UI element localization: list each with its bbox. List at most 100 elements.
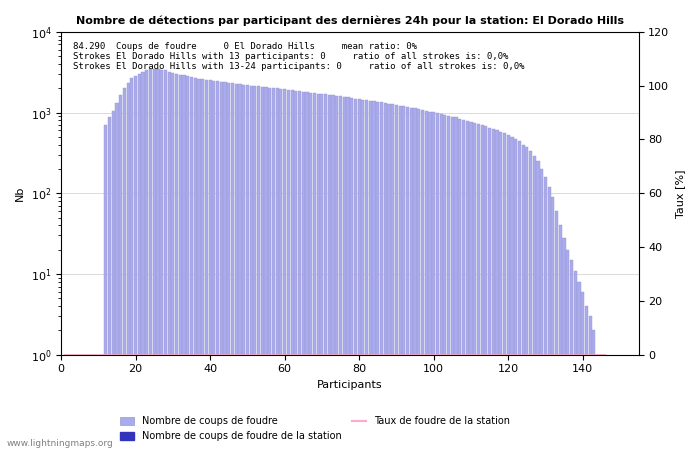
- Bar: [279, 89, 283, 450]
- Bar: [238, 84, 242, 450]
- Bar: [428, 112, 431, 450]
- Bar: [335, 96, 338, 450]
- Bar: [365, 100, 368, 450]
- Bar: [384, 103, 387, 450]
- Bar: [283, 89, 286, 450]
- Bar: [156, 69, 160, 450]
- Bar: [130, 78, 134, 450]
- Bar: [491, 129, 495, 450]
- Bar: [234, 84, 238, 450]
- Bar: [183, 75, 186, 450]
- Y-axis label: Nb: Nb: [15, 185, 25, 201]
- Legend: Nombre de coups de foudre, Nombre de coups de foudre de la station, Taux de foud: Nombre de coups de foudre, Nombre de cou…: [116, 413, 514, 445]
- Bar: [63, 355, 66, 450]
- Bar: [469, 122, 472, 450]
- Bar: [145, 70, 148, 450]
- Bar: [272, 88, 275, 450]
- Bar: [138, 74, 141, 450]
- Bar: [354, 99, 357, 450]
- Bar: [398, 106, 402, 450]
- Bar: [402, 107, 405, 450]
- Bar: [552, 197, 554, 450]
- Bar: [451, 117, 454, 450]
- Bar: [346, 97, 349, 450]
- Bar: [74, 355, 78, 450]
- Bar: [231, 83, 234, 450]
- Bar: [547, 187, 551, 450]
- Bar: [82, 355, 85, 450]
- X-axis label: Participants: Participants: [317, 380, 383, 390]
- Bar: [290, 90, 294, 450]
- Bar: [134, 76, 137, 450]
- Bar: [167, 72, 171, 450]
- Bar: [488, 128, 491, 450]
- Bar: [369, 101, 372, 450]
- Bar: [205, 80, 208, 450]
- Bar: [93, 355, 96, 450]
- Bar: [339, 96, 342, 450]
- Bar: [350, 98, 354, 450]
- Bar: [228, 83, 230, 450]
- Bar: [122, 88, 126, 450]
- Bar: [172, 73, 174, 450]
- Bar: [406, 107, 410, 450]
- Bar: [108, 117, 111, 450]
- Bar: [209, 80, 211, 450]
- Bar: [510, 137, 514, 450]
- Bar: [536, 161, 540, 450]
- Bar: [220, 82, 223, 450]
- Bar: [395, 105, 398, 450]
- Bar: [592, 330, 596, 450]
- Bar: [328, 95, 331, 450]
- Bar: [127, 83, 130, 450]
- Bar: [260, 87, 264, 450]
- Text: 84.290  Coups de foudre     0 El Dorado Hills     mean ratio: 0%
Strokes El Dora: 84.290 Coups de foudre 0 El Dorado Hills…: [73, 41, 524, 71]
- Bar: [190, 77, 193, 450]
- Bar: [525, 148, 528, 450]
- Bar: [454, 117, 458, 450]
- Bar: [343, 97, 346, 450]
- Bar: [477, 124, 480, 450]
- Bar: [563, 238, 566, 450]
- Bar: [387, 104, 391, 450]
- Bar: [242, 85, 245, 450]
- Bar: [440, 114, 442, 450]
- Bar: [305, 92, 309, 450]
- Bar: [529, 151, 532, 450]
- Bar: [533, 156, 536, 450]
- Bar: [257, 86, 260, 450]
- Bar: [313, 93, 316, 450]
- Bar: [447, 116, 450, 450]
- Bar: [194, 78, 197, 450]
- Bar: [425, 111, 428, 450]
- Bar: [443, 115, 447, 450]
- Bar: [361, 99, 365, 450]
- Bar: [178, 75, 182, 450]
- Bar: [298, 91, 301, 450]
- Bar: [432, 112, 435, 450]
- Bar: [164, 71, 167, 450]
- Bar: [578, 282, 580, 450]
- Y-axis label: Taux [%]: Taux [%]: [675, 169, 685, 217]
- Bar: [540, 169, 543, 450]
- Bar: [116, 104, 118, 450]
- Bar: [97, 355, 100, 450]
- Bar: [514, 139, 517, 450]
- Bar: [276, 89, 279, 450]
- Bar: [265, 87, 267, 450]
- Bar: [186, 76, 189, 450]
- Title: Nombre de détections par participant des dernières 24h pour la station: El Dorad: Nombre de détections par participant des…: [76, 15, 624, 26]
- Bar: [544, 177, 547, 450]
- Bar: [600, 355, 603, 450]
- Bar: [358, 99, 360, 450]
- Bar: [212, 81, 216, 450]
- Bar: [417, 109, 421, 450]
- Bar: [436, 113, 439, 450]
- Bar: [596, 355, 599, 450]
- Bar: [201, 79, 204, 450]
- Bar: [522, 145, 525, 450]
- Bar: [391, 104, 394, 450]
- Bar: [253, 86, 256, 450]
- Bar: [160, 70, 163, 450]
- Bar: [581, 292, 584, 450]
